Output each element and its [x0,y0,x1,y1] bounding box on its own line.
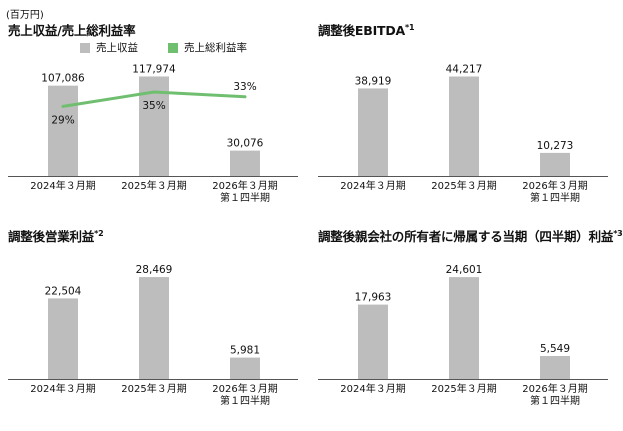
chart-title-revenue-text: 売上収益/売上総利益率 [8,23,136,38]
chart1-tick-label-0: 2024年３月期 [340,179,405,192]
chart-title-ebitda-text: 調整後EBITDA [318,23,405,38]
chart0-margin-label-1: 35% [142,100,165,112]
chart-title-ebitda: 調整後EBITDA*1 [318,20,415,39]
chart0-tick-label-2-line2: 第１四半期 [220,191,270,204]
chart2-bar-0 [48,298,78,379]
chart-title-operating-profit-note: *2 [94,228,104,238]
chart2-value-label-0: 22,504 [45,285,82,297]
chart-legend: 売上収益 売上総利益率 [80,40,247,55]
chart-title-net-profit: 調整後親会社の所有者に帰属する当期（四半期）利益*3 [318,226,623,245]
legend-swatch-gross-margin [168,42,178,53]
chart3-value-label-2: 5,549 [540,343,570,355]
chart0-margin-label-2: 33% [233,81,256,93]
chart3-bar-2 [540,356,570,379]
legend-swatch-revenue [80,42,90,53]
chart1-bar-1 [449,76,479,176]
chart0-margin-line [61,90,247,108]
chart2-value-label-1: 28,469 [136,264,173,276]
chart1-tick-label-2: 2026年３月期 [522,179,587,192]
chart3-value-label-0: 17,963 [355,292,392,304]
chart3-tick-label-1: 2025年３月期 [431,382,496,395]
chart3-bar-1 [449,277,479,379]
chart2-value-label-2: 5,981 [230,345,260,357]
chart2-bar-1 [139,277,169,379]
chart3-tick-label-0: 2024年３月期 [340,382,405,395]
chart0-tick-label-1: 2025年３月期 [121,179,186,192]
unit-label: (百万円) [6,10,44,21]
chart3-bar-0 [358,304,388,379]
chart1-value-label-0: 38,919 [355,75,392,87]
chart1-tick-label-2-line2: 第１四半期 [530,191,580,204]
chart2-tick-label-2: 2026年３月期 [212,382,277,395]
chart2-tick-label-2-line2: 第１四半期 [220,394,270,407]
chart2-tick-label-1: 2025年３月期 [121,382,186,395]
chart1-tick-label-1: 2025年３月期 [431,179,496,192]
chart1-bar-2 [540,152,570,176]
chart0-tick-label-0: 2024年３月期 [30,179,95,192]
legend-label-gross-margin: 売上総利益率 [184,42,247,54]
chart2-bar-2 [230,357,260,379]
chart1-bar-0 [358,88,388,176]
chart3-value-label-1: 24,601 [446,264,483,276]
chart-title-revenue: 売上収益/売上総利益率 [8,20,136,39]
chart0-value-label-0: 107,086 [41,73,85,85]
chart-title-operating-profit: 調整後営業利益*2 [8,226,104,245]
chart1-value-label-1: 44,217 [446,64,483,76]
chart1-value-label-2: 10,273 [537,140,574,152]
chart3-tick-label-2-line2: 第１四半期 [530,394,580,407]
chart-title-ebitda-note: *1 [405,22,415,32]
chart-title-operating-profit-text: 調整後営業利益 [8,229,95,244]
chart-title-net-profit-text: 調整後親会社の所有者に帰属する当期（四半期）利益 [318,229,614,244]
chart2-tick-label-0: 2024年３月期 [30,382,95,395]
chart3-tick-label-2: 2026年３月期 [522,382,587,395]
chart0-value-label-1: 117,974 [132,63,176,75]
legend-label-revenue: 売上収益 [96,42,138,54]
chart0-tick-label-2: 2026年３月期 [212,179,277,192]
chart-title-net-profit-note: *3 [613,228,623,238]
chart0-value-label-2: 30,076 [227,138,264,150]
chart0-bar-2 [230,150,260,176]
chart0-bar-0 [48,85,78,176]
chart0-margin-label-0: 29% [51,114,74,126]
